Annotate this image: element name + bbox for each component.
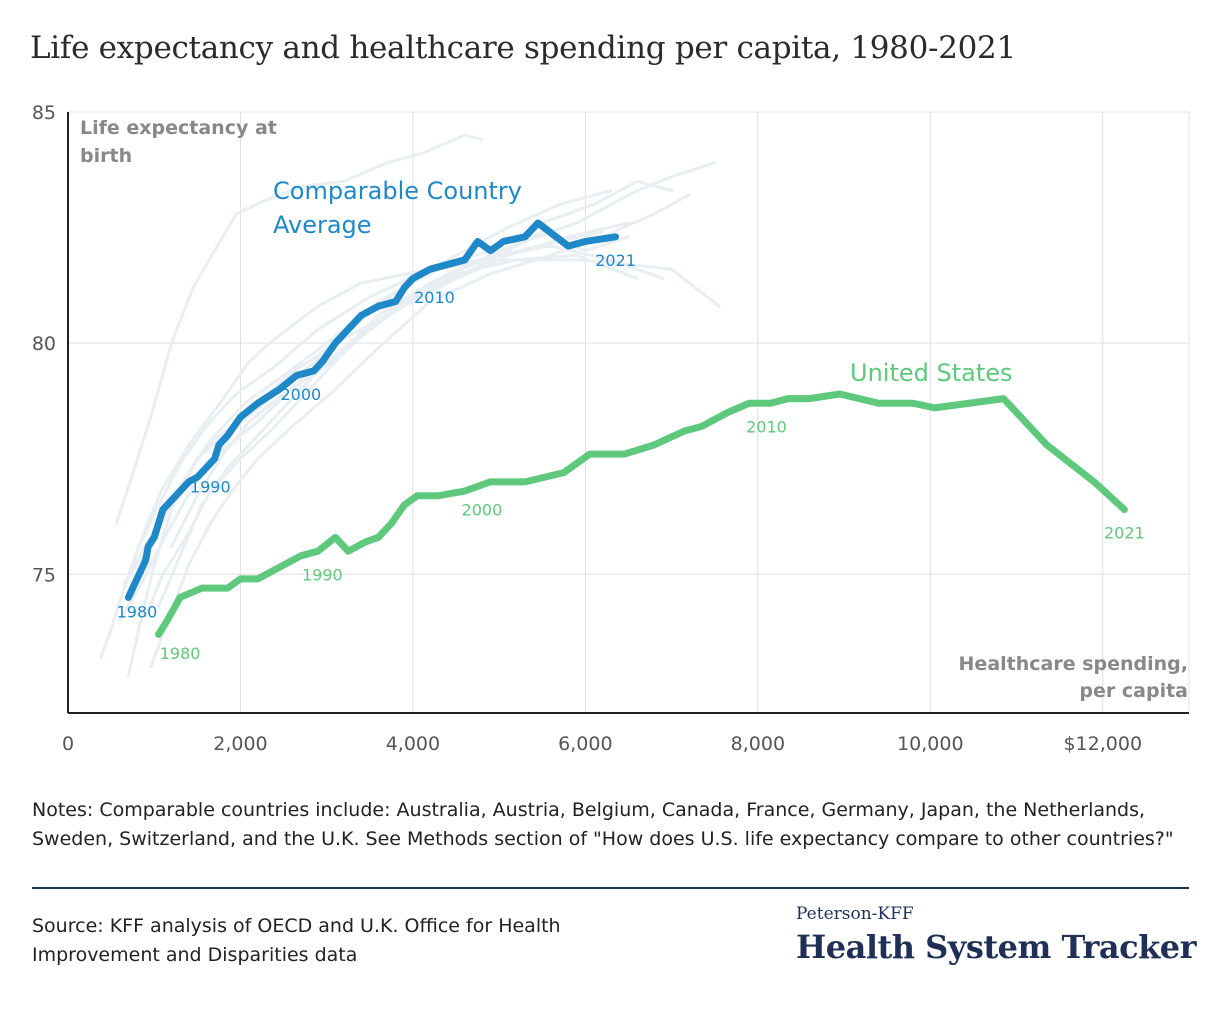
chart-title: Life expectancy and healthcare spending … <box>30 30 1016 66</box>
comparable-country-average-year-label: 2010 <box>414 288 455 307</box>
x-tick-label: 4,000 <box>386 733 440 755</box>
x-tick-label: 6,000 <box>558 733 612 755</box>
united-states-year-label: 2010 <box>746 417 787 436</box>
y-tick-label: 85 <box>32 102 56 124</box>
united-states-year-label: 1980 <box>160 644 201 663</box>
brand-subtitle: Peterson-KFF <box>796 904 914 924</box>
united-states-line <box>155 390 1128 638</box>
comparable-country-average-line <box>124 219 620 601</box>
divider-line <box>32 887 1189 889</box>
chart-source: Source: KFF analysis of OECD and U.K. Of… <box>32 915 561 966</box>
x-tick-label: $12,000 <box>1063 733 1142 755</box>
background-country-line <box>118 253 639 623</box>
y-axis-title-line2: birth <box>80 145 132 167</box>
comparable-country-label-line1: Comparable Country <box>273 177 522 205</box>
comparable-country-average-year-label: 1980 <box>117 602 158 621</box>
comparable-country-average-year-label: 1990 <box>190 477 231 496</box>
united-states-year-label: 2021 <box>1104 524 1145 543</box>
y-tick-label: 75 <box>32 564 56 586</box>
chart-area: 75 80 85 0 2,000 4,000 6,000 8,000 10,000 $12,000… <box>32 102 1190 755</box>
chart-notes: Notes: Comparable countries include: Aus… <box>32 799 1174 850</box>
x-tick-label: 8,000 <box>731 733 785 755</box>
comparable-country-average-year-label: 2021 <box>595 251 636 270</box>
x-tick-label: 10,000 <box>897 733 963 755</box>
x-axis-title-line2: per capita <box>1079 680 1188 702</box>
brand-logo-text: Health System Tracker <box>796 928 1196 966</box>
x-tick-label: 0 <box>62 733 74 755</box>
comparable-country-label-line2: Average <box>273 211 372 239</box>
comparable-country-average-year-label: 2000 <box>280 385 321 404</box>
background-country-line <box>114 133 484 525</box>
x-axis-title-line1: Healthcare spending, <box>959 653 1188 675</box>
united-states-year-label: 1990 <box>302 565 343 584</box>
x-tick-label: 2,000 <box>213 733 267 755</box>
y-axis-title-line1: Life expectancy at <box>80 117 277 139</box>
background-country-line <box>135 179 674 553</box>
y-tick-label: 80 <box>32 333 56 355</box>
united-states-label: United States <box>850 359 1013 387</box>
united-states-year-label: 2000 <box>462 501 503 520</box>
background-country-line <box>157 161 717 609</box>
